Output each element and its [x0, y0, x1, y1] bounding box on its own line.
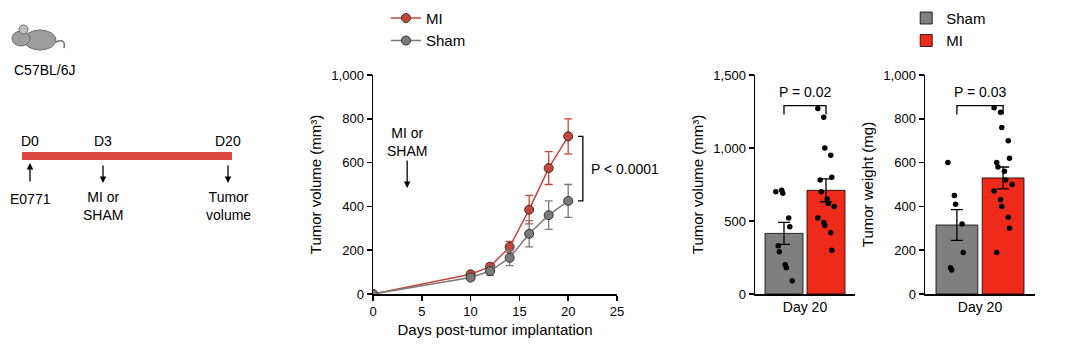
- svg-text:20: 20: [561, 304, 575, 319]
- svg-text:0: 0: [357, 287, 364, 302]
- svg-text:Sham: Sham: [946, 10, 985, 27]
- svg-text:MI orSHAM: MI orSHAM: [387, 125, 427, 159]
- svg-text:MI orSHAM: MI orSHAM: [83, 189, 123, 223]
- svg-text:10: 10: [463, 304, 477, 319]
- svg-text:600: 600: [342, 155, 364, 170]
- svg-text:800: 800: [342, 111, 364, 126]
- svg-text:Tumor volume (mm³): Tumor volume (mm³): [307, 115, 324, 254]
- svg-text:C57BL/6J: C57BL/6J: [14, 62, 75, 78]
- svg-text:Day 20: Day 20: [783, 299, 828, 315]
- svg-text:D3: D3: [94, 133, 112, 149]
- svg-text:0: 0: [369, 304, 376, 319]
- svg-text:400: 400: [894, 199, 916, 214]
- svg-text:200: 200: [894, 243, 916, 258]
- svg-text:1,000: 1,000: [883, 68, 916, 83]
- svg-text:Tumor volume (mm³): Tumor volume (mm³): [689, 115, 706, 254]
- svg-text:D0: D0: [21, 133, 39, 149]
- svg-text:P = 0.02: P = 0.02: [779, 84, 832, 100]
- svg-text:Tumor weight (mg): Tumor weight (mg): [859, 122, 876, 247]
- svg-text:800: 800: [894, 111, 916, 126]
- svg-text:Days post-tumor implantation: Days post-tumor implantation: [397, 321, 592, 338]
- svg-text:500: 500: [724, 214, 746, 229]
- svg-text:E0771: E0771: [10, 191, 51, 207]
- svg-text:0: 0: [739, 287, 746, 302]
- svg-text:1,000: 1,000: [331, 68, 364, 83]
- svg-text:400: 400: [342, 199, 364, 214]
- svg-text:Tumorvolume: Tumorvolume: [206, 189, 251, 223]
- svg-text:Sham: Sham: [426, 32, 465, 49]
- svg-text:15: 15: [512, 304, 526, 319]
- svg-text:D20: D20: [215, 133, 241, 149]
- svg-text:600: 600: [894, 155, 916, 170]
- svg-text:0: 0: [909, 287, 916, 302]
- svg-text:5: 5: [418, 304, 425, 319]
- svg-text:1,000: 1,000: [713, 141, 746, 156]
- svg-text:MI: MI: [946, 32, 963, 49]
- svg-text:P < 0.0001: P < 0.0001: [591, 161, 659, 177]
- svg-text:P = 0.03: P = 0.03: [954, 84, 1007, 100]
- svg-text:200: 200: [342, 243, 364, 258]
- svg-text:Day 20: Day 20: [958, 299, 1003, 315]
- svg-text:25: 25: [610, 304, 624, 319]
- svg-text:1,500: 1,500: [713, 68, 746, 83]
- svg-text:MI: MI: [426, 10, 443, 27]
